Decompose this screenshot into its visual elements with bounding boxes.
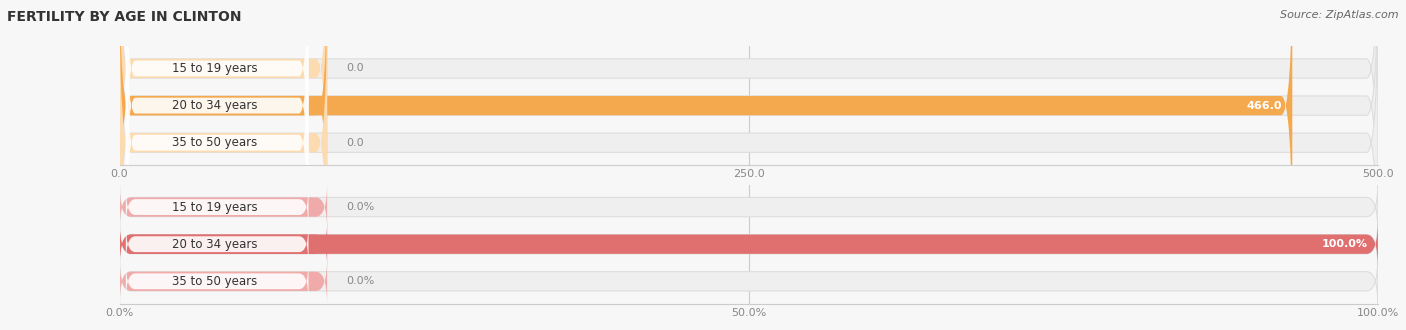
FancyBboxPatch shape	[120, 0, 328, 226]
Text: 466.0: 466.0	[1247, 101, 1282, 111]
Text: 35 to 50 years: 35 to 50 years	[173, 275, 257, 288]
FancyBboxPatch shape	[120, 0, 1378, 226]
FancyBboxPatch shape	[120, 220, 328, 268]
FancyBboxPatch shape	[120, 257, 1378, 305]
FancyBboxPatch shape	[120, 0, 328, 300]
FancyBboxPatch shape	[125, 187, 308, 227]
FancyBboxPatch shape	[120, 183, 328, 231]
FancyBboxPatch shape	[120, 257, 328, 305]
Text: 20 to 34 years: 20 to 34 years	[173, 99, 257, 112]
FancyBboxPatch shape	[120, 0, 328, 263]
FancyBboxPatch shape	[125, 0, 308, 237]
Text: 0.0%: 0.0%	[346, 276, 374, 286]
Text: 15 to 19 years: 15 to 19 years	[172, 62, 257, 75]
FancyBboxPatch shape	[120, 0, 1378, 263]
Text: 20 to 34 years: 20 to 34 years	[173, 238, 257, 251]
Text: FERTILITY BY AGE IN CLINTON: FERTILITY BY AGE IN CLINTON	[7, 10, 242, 24]
Text: Source: ZipAtlas.com: Source: ZipAtlas.com	[1281, 10, 1399, 20]
FancyBboxPatch shape	[120, 0, 1378, 300]
Text: 100.0%: 100.0%	[1322, 239, 1368, 249]
Text: 0.0%: 0.0%	[346, 202, 374, 212]
Text: 35 to 50 years: 35 to 50 years	[173, 136, 257, 149]
Text: 0.0: 0.0	[346, 138, 364, 148]
FancyBboxPatch shape	[125, 261, 308, 301]
FancyBboxPatch shape	[120, 220, 1378, 268]
FancyBboxPatch shape	[120, 220, 1378, 268]
FancyBboxPatch shape	[125, 0, 308, 200]
FancyBboxPatch shape	[120, 0, 1292, 263]
FancyBboxPatch shape	[120, 183, 1378, 231]
FancyBboxPatch shape	[125, 224, 308, 264]
Text: 0.0: 0.0	[346, 63, 364, 74]
FancyBboxPatch shape	[125, 12, 308, 274]
Text: 15 to 19 years: 15 to 19 years	[172, 201, 257, 214]
